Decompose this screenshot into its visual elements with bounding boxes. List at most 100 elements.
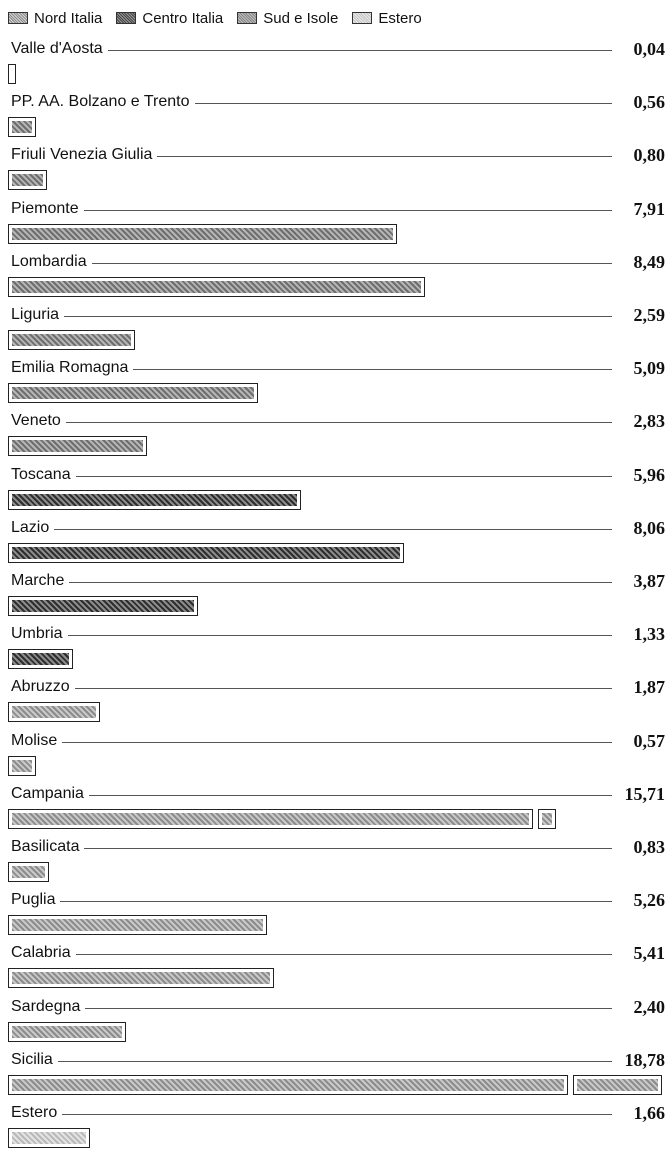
bar <box>8 915 267 936</box>
value-label: 0,04 <box>629 39 665 59</box>
bar-row-basilicata: Basilicata 0,83 <box>0 836 670 889</box>
leader-line <box>12 50 612 51</box>
value-label: 5,09 <box>629 358 665 379</box>
value-label: 1,33 <box>629 624 665 645</box>
category-label: Abruzzo <box>11 677 75 698</box>
bar <box>8 596 199 616</box>
category-label: Campania <box>11 783 89 804</box>
category-label: Emilia Romagna <box>11 358 134 379</box>
category-label: Friuli Venezia Giulia <box>11 145 158 166</box>
bar-row-lazio: Lazio 8,06 <box>0 517 670 570</box>
bar-overflow-segment <box>573 1074 662 1095</box>
leader-line <box>12 209 612 211</box>
value-label: 0,80 <box>629 145 665 166</box>
bar-row-toscana: Toscana 5,96 <box>0 464 670 517</box>
bar-row-molise: Molise 0,57 <box>0 730 670 783</box>
legend-swatch-nord-italia <box>8 12 28 24</box>
legend-label-centro-italia: Centro Italia <box>142 9 224 27</box>
value-label: 8,49 <box>629 251 665 272</box>
bar-row-calabria: Calabria 5,41 <box>0 942 670 995</box>
bar-row-marche: Marche 3,87 <box>0 570 670 623</box>
legend-swatch-centro-italia <box>116 12 137 24</box>
bar <box>8 330 136 350</box>
bar <box>8 808 533 829</box>
bar <box>8 1021 126 1042</box>
category-label: Lombardia <box>11 251 92 272</box>
category-label: Umbria <box>11 624 68 645</box>
bar-fill <box>12 866 45 878</box>
leader-line <box>12 262 612 264</box>
value-label: 8,06 <box>629 517 665 538</box>
bar-row-sardegna: Sardegna 2,40 <box>0 996 670 1049</box>
value-label: 15,71 <box>620 783 665 804</box>
bar-row-lombardia: Lombardia 8,49 <box>0 251 670 304</box>
value-label: 5,96 <box>629 464 665 485</box>
bar-fill <box>12 121 32 134</box>
leader-line <box>12 369 612 371</box>
value-label: 1,66 <box>629 1103 665 1123</box>
category-label: Basilicata <box>11 837 85 857</box>
leader-line <box>12 688 612 690</box>
bar-fill <box>12 280 422 293</box>
bar <box>8 862 49 882</box>
bar <box>8 383 259 404</box>
category-label: Estero <box>11 1103 63 1123</box>
category-label: PP. AA. Bolzano e Trento <box>11 92 195 113</box>
category-label: Piemonte <box>11 198 84 219</box>
bar-row-piemonte: Piemonte 7,91 <box>0 198 670 251</box>
bar <box>8 542 405 563</box>
bar-fill <box>12 387 255 400</box>
legend-label-sud-e-isole: Sud e Isole <box>263 9 339 27</box>
leader-line <box>12 528 612 530</box>
value-label: 1,87 <box>629 677 665 698</box>
bar <box>8 755 37 776</box>
bar <box>8 276 426 297</box>
legend-label-estero: Estero <box>378 9 422 27</box>
bar-fill <box>12 600 195 612</box>
bar <box>8 436 148 457</box>
bar-overflow-segment <box>538 808 556 829</box>
category-label: Marche <box>11 571 70 591</box>
bar-fill <box>12 972 271 985</box>
value-label: 3,87 <box>629 571 665 591</box>
leader-line <box>12 635 612 637</box>
value-label: 7,91 <box>629 198 665 219</box>
value-label: 2,59 <box>629 305 665 325</box>
category-label: Lazio <box>11 517 55 538</box>
leader-line <box>12 901 612 903</box>
value-label: 2,83 <box>629 411 665 432</box>
bar <box>8 968 275 989</box>
value-label: 18,78 <box>620 1049 665 1070</box>
leader-line <box>12 422 612 424</box>
legend-item-nord-italia: Nord Italia <box>8 10 102 27</box>
leader-line <box>12 954 612 956</box>
bar <box>8 1128 90 1148</box>
bar <box>8 170 48 191</box>
bar-fill <box>12 1025 122 1038</box>
value-label: 0,57 <box>629 730 665 751</box>
bar <box>8 702 100 723</box>
legend-item-sud-e-isole: Sud e Isole <box>237 10 338 27</box>
bar-fill <box>12 919 263 932</box>
value-label: 5,26 <box>629 890 665 911</box>
leader-line <box>12 848 612 849</box>
bar-row-puglia: Puglia 5,26 <box>0 889 670 942</box>
bar-fill <box>12 653 70 666</box>
bar-row-liguria: Liguria 2,59 <box>0 304 670 357</box>
category-label: Valle d'Aosta <box>11 39 108 59</box>
bar-fill <box>12 1078 564 1091</box>
bar-row-estero: Estero 1,66 <box>0 1102 670 1155</box>
leader-line <box>12 475 612 477</box>
bar-row-sicilia: Sicilia 18,78 <box>0 1049 670 1102</box>
category-label: Calabria <box>11 943 76 964</box>
category-label: Puglia <box>11 890 61 911</box>
value-label: 5,41 <box>629 943 665 964</box>
bar <box>8 117 36 138</box>
bar-fill <box>12 334 132 346</box>
value-label: 0,83 <box>629 837 665 857</box>
legend-swatch-estero <box>352 12 373 24</box>
category-label: Toscana <box>11 464 76 485</box>
leader-line <box>12 794 612 796</box>
bar-row-valle-d-aosta: Valle d'Aosta 0,04 <box>0 38 670 91</box>
legend-label-nord-italia: Nord Italia <box>34 9 103 27</box>
